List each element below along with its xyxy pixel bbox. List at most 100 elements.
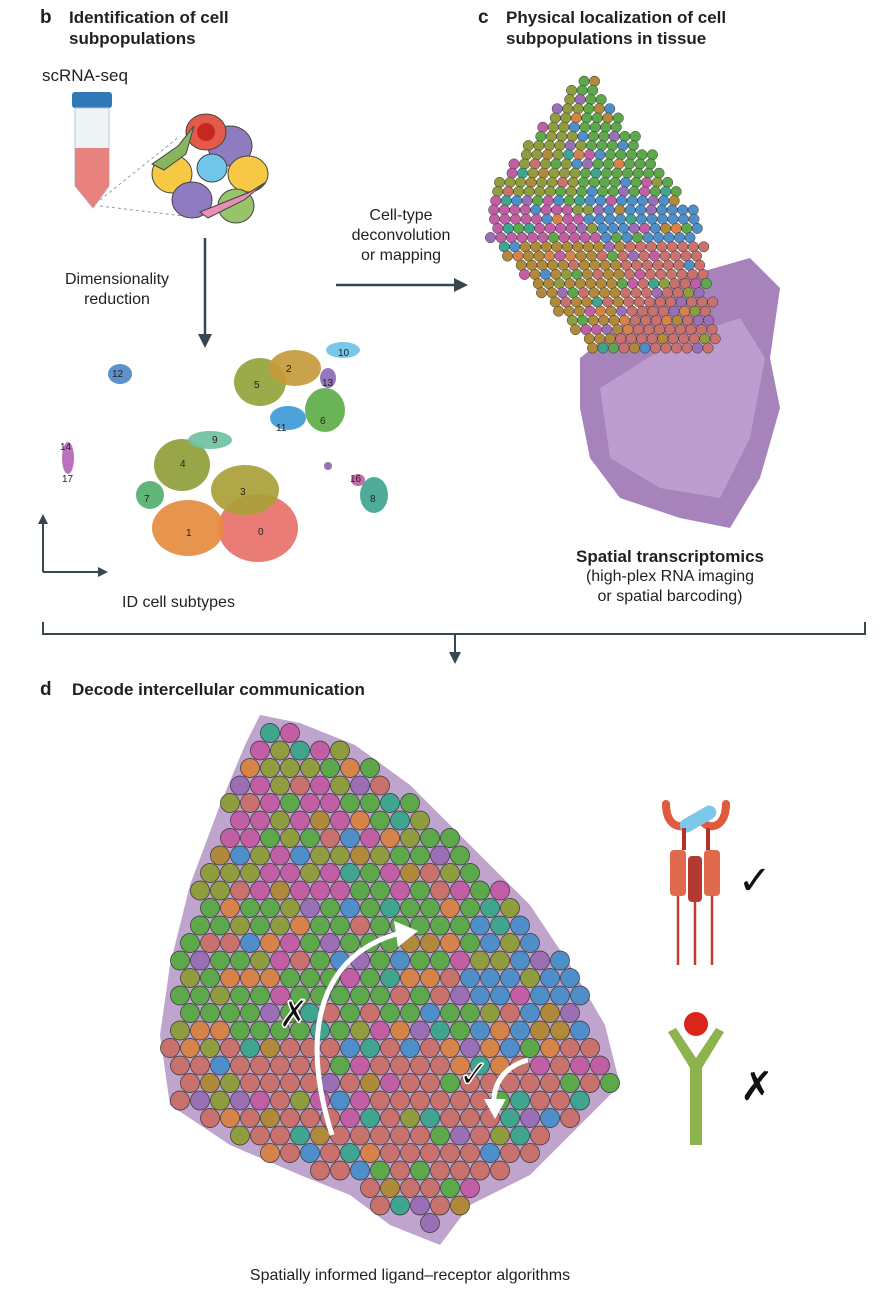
tissue-spot xyxy=(566,84,578,96)
tissue-spot xyxy=(609,287,621,299)
tissue-spot xyxy=(570,1055,590,1076)
tissue-spot xyxy=(520,1038,540,1058)
tissue-spot xyxy=(210,915,230,936)
tissue-spot xyxy=(360,1178,380,1198)
tissue-spot xyxy=(660,342,672,354)
tissue-spot xyxy=(650,342,661,354)
tissue-spot xyxy=(509,241,521,253)
umap-clusters xyxy=(62,342,388,562)
tissue-spot xyxy=(380,1003,400,1023)
tissue-spot xyxy=(330,1160,350,1181)
tissue-spot xyxy=(499,213,511,225)
tissue-spot xyxy=(588,176,600,188)
tissue-spot xyxy=(260,898,280,918)
tissue-spot xyxy=(400,1143,420,1163)
tissue-spot xyxy=(390,1125,410,1146)
tissue-spot xyxy=(410,1160,430,1181)
tissue-spot xyxy=(340,1108,360,1128)
cluster-1 xyxy=(152,500,224,556)
tissue-spot xyxy=(370,880,390,901)
tissue-spot xyxy=(360,898,380,918)
tissue-spot xyxy=(300,863,320,883)
tissue-spot xyxy=(250,845,270,866)
tissue-spot xyxy=(522,140,534,152)
tissue-spot xyxy=(340,968,360,988)
tissue-spot xyxy=(430,1160,450,1181)
tissue-spot xyxy=(500,1108,520,1128)
tissue-spot xyxy=(240,1003,260,1023)
tissue-spot xyxy=(290,950,310,971)
tissue-spot xyxy=(700,278,712,290)
tissue-spot xyxy=(450,950,470,971)
tissue-spot xyxy=(430,1195,450,1216)
tissue-spot xyxy=(572,241,584,253)
tissue-spot xyxy=(692,314,704,326)
tissue-spot xyxy=(557,176,569,188)
tissue-spot xyxy=(681,222,693,234)
tissue-spot xyxy=(637,195,649,207)
tissue-spot xyxy=(500,933,520,953)
tissue-spot xyxy=(588,287,600,299)
tissue-spot xyxy=(540,1003,560,1023)
tissue-spot xyxy=(250,740,270,761)
tissue-spot xyxy=(675,324,686,336)
tissue-spot xyxy=(550,268,562,280)
tissue-spot xyxy=(636,333,648,345)
tissue-spot xyxy=(390,985,410,1006)
tissue-spot xyxy=(519,241,531,253)
tissue-spot xyxy=(320,1073,340,1093)
tissue-spot xyxy=(584,305,596,317)
tissue-spot xyxy=(666,268,677,280)
tissue-spot xyxy=(651,176,663,188)
tissue-spot xyxy=(629,130,641,142)
tissue-spot xyxy=(320,1143,340,1163)
tissue-spot xyxy=(380,898,400,918)
tissue-spot xyxy=(530,950,550,971)
umap-axes xyxy=(38,514,108,577)
tissue-spot xyxy=(645,204,657,216)
tissue-spot xyxy=(590,232,601,244)
tissue-spot xyxy=(637,278,649,290)
tissue-spot xyxy=(400,898,420,918)
tissue-spot xyxy=(676,268,688,280)
tissue-spot xyxy=(420,863,440,883)
tissue-spot xyxy=(545,130,557,142)
tissue-spot xyxy=(370,1090,390,1111)
tissue-spot xyxy=(662,287,673,299)
tissue-spot xyxy=(629,342,640,354)
tissue-spot xyxy=(574,195,586,207)
tissue-spot xyxy=(677,204,689,216)
tissue-spot xyxy=(603,158,614,170)
tissue-spot xyxy=(520,1143,540,1163)
tissue-spot xyxy=(330,985,350,1006)
tissue-spot xyxy=(641,287,652,299)
cell-yellow-right xyxy=(227,155,269,193)
tissue-spot xyxy=(500,195,512,207)
tissue-spot xyxy=(654,324,665,336)
tissue-spot xyxy=(647,195,659,207)
tissue-spot xyxy=(380,1108,400,1128)
tissue-spot xyxy=(270,880,290,901)
tissue-spot xyxy=(546,176,558,188)
tissue-spot xyxy=(460,1108,480,1128)
tissue-spot xyxy=(658,195,670,207)
tissue-spot xyxy=(250,1055,270,1076)
tissue-spot xyxy=(541,213,553,225)
tissue-spot xyxy=(230,1020,250,1041)
tissue-spot xyxy=(546,287,558,299)
tissue-spot xyxy=(230,1055,250,1076)
tissue-spot xyxy=(621,232,633,244)
tissue-spot xyxy=(460,1073,480,1093)
tissue-spot xyxy=(450,1195,470,1216)
tissue-spot xyxy=(320,898,340,918)
tissue-spot xyxy=(570,324,581,336)
tissue-spot xyxy=(190,1055,210,1076)
tissue-spot xyxy=(230,810,250,831)
tissue-spot xyxy=(380,1143,400,1163)
tissue-spot xyxy=(500,1143,520,1163)
tissue-spot xyxy=(390,1090,410,1111)
tissue-spot xyxy=(520,968,540,988)
tissue-spot xyxy=(550,1090,570,1111)
tissue-spot xyxy=(657,213,668,225)
tissue-spot xyxy=(508,158,520,170)
